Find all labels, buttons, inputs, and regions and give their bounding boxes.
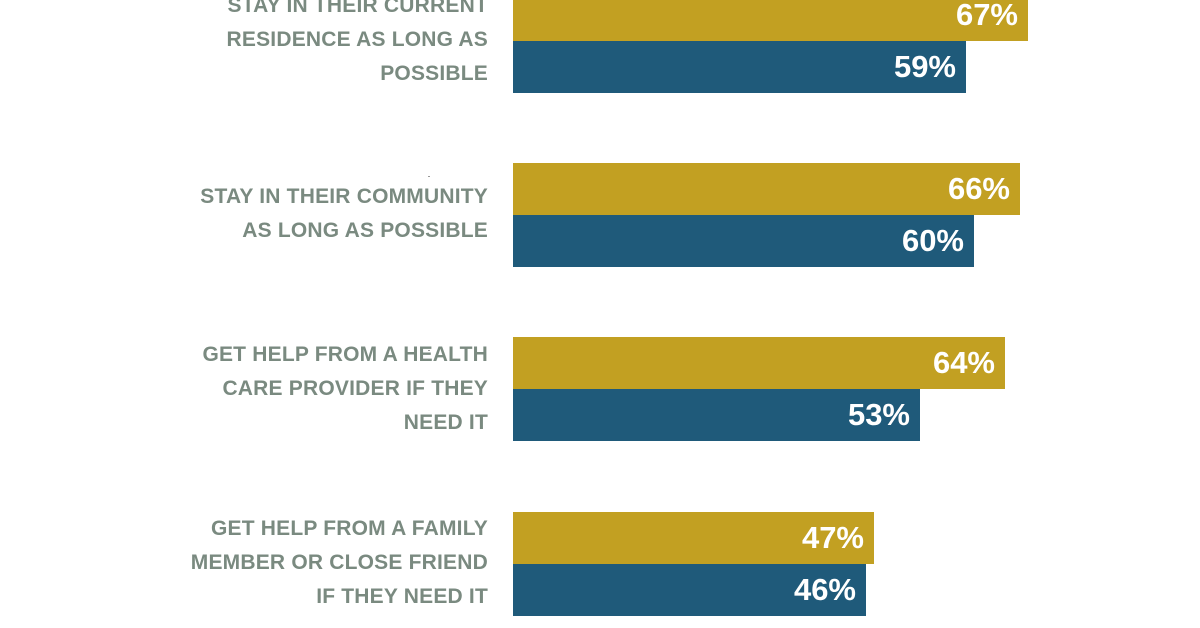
category-label: GET HELP FROM A HEALTH CARE PROVIDER IF T… xyxy=(168,338,488,440)
category-label: STAY IN THEIR CURRENT RESIDENCE AS LONG A… xyxy=(168,0,488,91)
category-label: STAY IN THEIR COMMUNITY AS LONG AS POSSIB… xyxy=(168,180,488,248)
bar-value-label: 47% xyxy=(801,520,864,555)
category-label-line: STAY IN THEIR COMMUNITY xyxy=(200,185,488,208)
bar-value-label: 59% xyxy=(893,49,956,84)
category-label-line: IF THEY NEED IT xyxy=(316,585,488,608)
bar-value-label: 64% xyxy=(932,345,995,380)
tick-mark xyxy=(428,176,430,177)
category-label-line: POSSIBLE xyxy=(380,62,488,85)
category-label-line: GET HELP FROM A HEALTH xyxy=(202,343,488,366)
bar-series-2: 59% xyxy=(513,41,966,93)
category-label-line: RESIDENCE AS LONG AS xyxy=(226,28,488,51)
bar-series-2: 60% xyxy=(513,215,974,267)
tick-mark xyxy=(428,350,430,351)
bar-value-label: 67% xyxy=(955,0,1018,32)
bar-series-1: 47% xyxy=(513,512,874,564)
category-label-line: AS LONG AS POSSIBLE xyxy=(242,219,488,242)
tick-mark xyxy=(428,525,430,526)
category-label-line: STAY IN THEIR CURRENT xyxy=(227,0,488,17)
category-label-line: NEED IT xyxy=(403,411,488,434)
bar-series-1: 66% xyxy=(513,163,1020,215)
bar-series-1: 67% xyxy=(513,0,1028,41)
bar-value-label: 60% xyxy=(901,223,964,258)
bar-value-label: 66% xyxy=(947,171,1010,206)
category-label-line: GET HELP FROM A FAMILY xyxy=(210,517,488,540)
bar-series-1: 64% xyxy=(513,337,1005,389)
bar-value-label: 46% xyxy=(793,572,856,607)
category-label-line: MEMBER OR CLOSE FRIEND xyxy=(190,551,488,574)
category-label: GET HELP FROM A FAMILY MEMBER OR CLOSE FR… xyxy=(168,512,488,614)
bar-value-label: 53% xyxy=(847,397,910,432)
bar-series-2: 53% xyxy=(513,389,920,441)
bar-series-2: 46% xyxy=(513,564,866,616)
category-label-line: CARE PROVIDER IF THEY xyxy=(222,377,488,400)
